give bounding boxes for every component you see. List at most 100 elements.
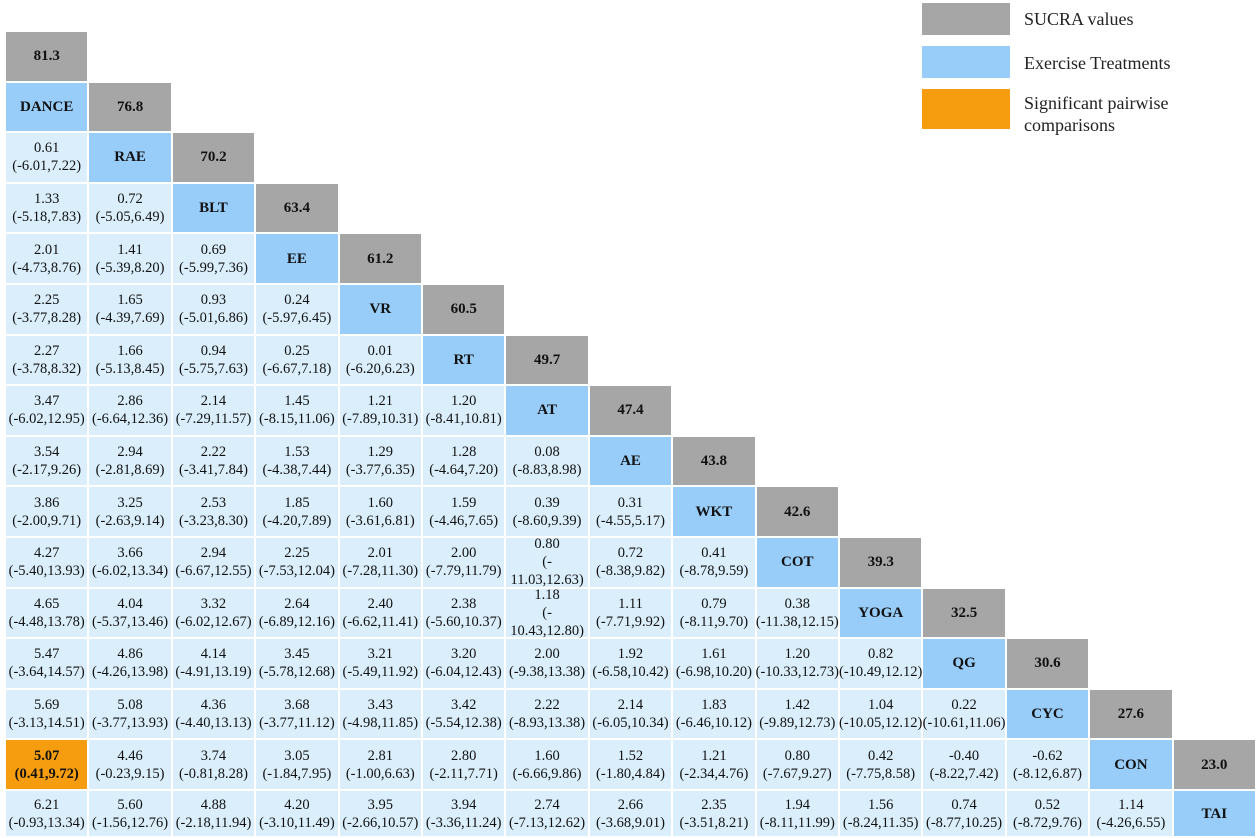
comparison-estimate: 3.43 (367, 697, 393, 714)
comparison-estimate: 5.69 (34, 697, 60, 714)
comparison-cell: 2.14 (-7.29,11.57) (172, 386, 255, 435)
comparison-estimate: 3.94 (451, 796, 477, 813)
comparison-cell: 4.04 (-5.37,13.46) (89, 588, 171, 638)
comparison-estimate: 5.08 (117, 697, 143, 714)
comparison-ci: (-5.99,7.36) (179, 259, 248, 276)
comparison-ci: (-3.78,8.32) (12, 360, 82, 377)
comparison-ci: (-4.48,13.78) (8, 613, 85, 630)
sucra-value-cell: 30.6 (1006, 639, 1089, 688)
comparison-cell: 0.80 (- 11.03,12.63) (506, 536, 588, 588)
comparison-ci: (-3.13,14.51) (8, 715, 85, 732)
comparison-estimate: 1.20 (784, 646, 810, 663)
comparison-cell: 3.95 (-2.66,10.57) (339, 791, 421, 836)
treatment-cell: RAE (89, 133, 171, 182)
comparison-cell: -0.40 (-8.22,7.42) (923, 740, 1005, 789)
comparison-ci: (-8.22,7.42) (929, 765, 999, 782)
comparison-cell: 4.27 (-5.40,13.93) (6, 538, 88, 587)
treatment-cell: YOGA (840, 588, 922, 638)
comparison-ci: (-4.55,5.17) (596, 512, 665, 529)
comparison-ci: (-8.77,10.25) (926, 814, 1003, 831)
comparison-ci: (-6.66,9.86) (512, 765, 582, 782)
comparison-ci: (-4.26,6.55) (1096, 814, 1166, 831)
comparison-ci: (-7.89,10.31) (342, 411, 419, 428)
legend-significant-swatch (922, 89, 1010, 129)
comparison-ci: (-2.34,4.76) (679, 765, 749, 782)
comparison-estimate: 2.66 (617, 796, 644, 813)
comparison-ci: (-4.38,7.44) (262, 462, 332, 479)
sucra-value: 27.6 (1117, 706, 1144, 723)
comparison-ci: (-7.28,11.30) (342, 563, 419, 580)
comparison-cell: 2.64 (-6.89,12.16) (256, 588, 338, 638)
comparison-ci: (-4.64,7.20) (429, 462, 499, 479)
comparison-cell: 0.94 (-5.75,7.63) (172, 335, 255, 385)
comparison-cell: 2.01 (-4.73,8.76) (6, 234, 88, 283)
comparison-estimate: 0.82 (868, 646, 894, 663)
comparison-ci: (-1.84,7.95) (262, 765, 332, 782)
sucra-value: 49.7 (533, 351, 561, 368)
comparison-estimate: 1.53 (284, 444, 310, 461)
sucra-value: 32.5 (950, 604, 978, 621)
comparison-estimate: 1.20 (451, 393, 477, 410)
treatment-name: YOGA (858, 604, 904, 621)
treatment-name: TAI (1201, 805, 1228, 822)
treatment-cell: CON (1090, 740, 1172, 789)
comparison-estimate: 6.21 (34, 796, 60, 813)
comparison-ci: (-6.62,11.41) (342, 613, 419, 630)
comparison-estimate: 0.61 (34, 140, 60, 157)
comparison-estimate: 0.74 (951, 796, 977, 813)
comparison-ci: (-7.79,11.79) (425, 563, 502, 580)
comparison-ci: (-5.60,10.37) (425, 613, 502, 630)
comparison-cell: 2.00 (-9.38,13.38) (506, 639, 588, 688)
comparison-cell: 1.04 (-10.05,12.12) (839, 689, 922, 739)
comparison-estimate: 0.94 (200, 342, 227, 359)
comparison-estimate: 1.28 (451, 444, 477, 461)
comparison-estimate: 1.65 (117, 292, 143, 309)
comparison-ci: (-5.18,7.83) (12, 209, 82, 226)
comparison-estimate: 5.07 (34, 747, 60, 764)
comparison-cell: 0.93 (-5.01,6.86) (172, 285, 255, 334)
comparison-cell: 4.36 (-4.40,13.13) (172, 689, 255, 739)
comparison-estimate: 2.64 (284, 595, 310, 612)
comparison-ci: (-6.02,12.95) (8, 411, 85, 428)
comparison-ci: (-8.24,11.35) (842, 814, 919, 831)
legend-significant-label: Significant pairwise comparisons (1024, 92, 1168, 136)
comparison-cell: 2.38 (-5.60,10.37) (423, 588, 505, 638)
comparison-estimate: 1.52 (617, 747, 644, 764)
sucra-value: 61.2 (367, 250, 394, 267)
comparison-ci: (-8.12,6.87) (1013, 765, 1082, 782)
comparison-ci: (-3.77,13.93) (92, 715, 169, 732)
comparison-cell: 1.20 (-8.41,10.81) (423, 386, 505, 435)
comparison-estimate: 1.94 (784, 796, 810, 813)
legend-significant-label-line2: comparisons (1024, 115, 1115, 135)
comparison-cell: 3.86 (-2.00,9.71) (6, 487, 88, 536)
legend-treatment-label: Exercise Treatments (1024, 53, 1171, 73)
sucra-value: 30.6 (1034, 655, 1061, 672)
comparison-estimate: 2.14 (200, 393, 227, 410)
comparison-cell: 0.38 (-11.38,12.15) (756, 588, 839, 638)
comparison-estimate: 1.61 (701, 646, 727, 663)
comparison-cell: 0.42 (-7.75,8.58) (840, 740, 922, 789)
comparison-estimate: 1.85 (284, 494, 310, 511)
comparison-estimate: 2.00 (534, 646, 560, 663)
comparison-ci: (-3.41,7.84) (179, 462, 248, 479)
comparison-estimate: 1.45 (284, 393, 310, 410)
comparison-estimate: 1.92 (617, 646, 644, 663)
comparison-estimate: 3.42 (451, 697, 477, 714)
comparison-cell: 1.94 (-8.11,11.99) (756, 791, 838, 836)
comparison-estimate: 2.25 (34, 292, 60, 309)
legend-treatment-swatch (922, 46, 1010, 78)
comparison-ci: (-3.64,14.57) (8, 664, 85, 681)
comparison-cell: 0.41 (-8.78,9.59) (673, 538, 755, 587)
sucra-value: 63.4 (283, 200, 310, 217)
sucra-value: 23.0 (1201, 756, 1228, 773)
comparison-ci: (-4.40,13.13) (175, 715, 252, 732)
comparison-cell: 4.86 (-4.26,13.98) (89, 639, 171, 688)
comparison-cell: 1.60 (-6.66,9.86) (506, 740, 588, 789)
comparison-cell: 3.21 (-5.49,11.92) (339, 639, 421, 688)
comparison-estimate: 1.66 (117, 342, 143, 359)
treatment-name: VR (369, 301, 392, 318)
treatment-name: QG (952, 655, 976, 672)
sucra-value-cell: 47.4 (589, 386, 672, 435)
treatment-name: AT (537, 402, 557, 419)
treatment-cell: AT (506, 386, 588, 435)
